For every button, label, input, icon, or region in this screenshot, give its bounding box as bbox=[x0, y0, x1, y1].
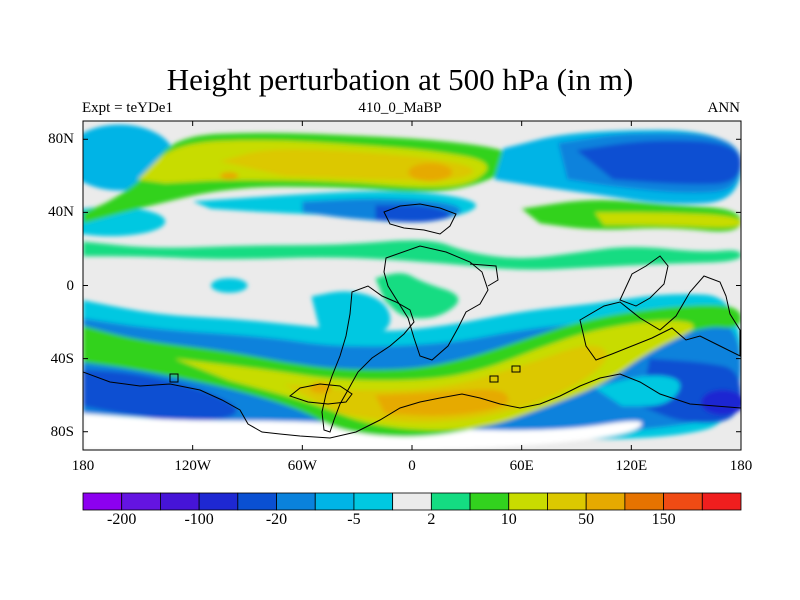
colorbar-swatch bbox=[160, 492, 200, 511]
experiment-label: Expt = teYDe1 bbox=[82, 100, 173, 116]
time-label: 410_0_MaBP bbox=[358, 100, 442, 116]
colorbar-label: 150 bbox=[651, 511, 676, 528]
colorbar-label: -5 bbox=[347, 511, 361, 528]
antarctic-shelf bbox=[288, 383, 353, 405]
colorbar-swatch bbox=[353, 492, 394, 511]
y-tick-label: 80N bbox=[48, 131, 74, 148]
colorbar-swatch bbox=[82, 492, 123, 511]
figure-title: Height perturbation at 500 hPa (in m) bbox=[166, 62, 634, 97]
australia-coast bbox=[579, 275, 741, 361]
colorbar-swatch bbox=[392, 492, 432, 511]
sh-cyan-east bbox=[594, 375, 681, 407]
africa-coast bbox=[383, 245, 489, 361]
colorbar-swatch bbox=[469, 492, 510, 511]
small-islands bbox=[169, 365, 521, 383]
colorbar-swatch bbox=[663, 492, 703, 511]
colorbar-swatch bbox=[314, 492, 355, 511]
colorbar-label: 10 bbox=[500, 511, 517, 528]
colorbar-swatch bbox=[237, 492, 277, 511]
x-tick-label: 0 bbox=[408, 458, 416, 474]
atlantic-diamonds bbox=[210, 278, 248, 293]
sh-deepest-blue bbox=[700, 389, 741, 416]
x-tick-label: 180 bbox=[71, 458, 95, 474]
y-tick-label: 40N bbox=[48, 204, 74, 221]
sh-orange-core bbox=[375, 389, 509, 416]
colorbar bbox=[82, 492, 742, 511]
trop-green-patch bbox=[375, 273, 459, 319]
colorbar-label: 50 bbox=[578, 511, 595, 528]
colorbar-swatch bbox=[276, 492, 316, 511]
x-tick-label: 120E bbox=[615, 458, 648, 474]
eurasia-deep-blue bbox=[576, 140, 741, 185]
sh-deep-blue bbox=[83, 369, 237, 422]
coastlines bbox=[83, 203, 741, 439]
subtrop-green-belt bbox=[83, 240, 741, 270]
nh-mid-deep-blue bbox=[375, 205, 450, 223]
asia-coast bbox=[469, 255, 669, 307]
x-tick-label: 60W bbox=[287, 458, 317, 474]
colorbar-swatch bbox=[547, 492, 587, 511]
sh-gold-arc bbox=[284, 345, 607, 423]
colorbar-swatch bbox=[585, 492, 626, 511]
y-tick-label: 80S bbox=[50, 423, 74, 440]
colorbar-label: -200 bbox=[107, 511, 137, 528]
x-tick-label: 180 bbox=[729, 458, 753, 474]
y-tick-label: 0 bbox=[66, 277, 75, 294]
colorbar-label: -100 bbox=[184, 511, 214, 528]
season-label: ANN bbox=[707, 100, 741, 116]
height-field bbox=[83, 124, 741, 450]
south-america-coast bbox=[321, 285, 415, 433]
x-tick-label: 120W bbox=[174, 458, 211, 474]
europe-coast bbox=[383, 203, 457, 235]
colorbar-swatch bbox=[121, 492, 161, 511]
colorbar-swatch bbox=[508, 492, 548, 511]
trop-cyan-patch bbox=[311, 291, 391, 338]
nh-orange-core bbox=[408, 163, 453, 182]
colorbar-swatch bbox=[624, 492, 664, 511]
colorbar-label: -20 bbox=[265, 511, 288, 528]
antarctica-coast bbox=[83, 371, 741, 439]
colorbar-swatch bbox=[198, 492, 239, 511]
nh-orange-dot bbox=[220, 172, 239, 180]
sh-yellow-arc bbox=[174, 320, 694, 431]
x-tick-label: 60E bbox=[509, 458, 534, 474]
y-tick-label: 40S bbox=[50, 350, 74, 367]
colorbar-swatch bbox=[430, 492, 471, 511]
colorbar-label: 2 bbox=[427, 511, 436, 528]
colorbar-swatch bbox=[701, 492, 742, 511]
asia-yellow-band bbox=[594, 212, 741, 228]
axis-ticks bbox=[82, 121, 742, 450]
